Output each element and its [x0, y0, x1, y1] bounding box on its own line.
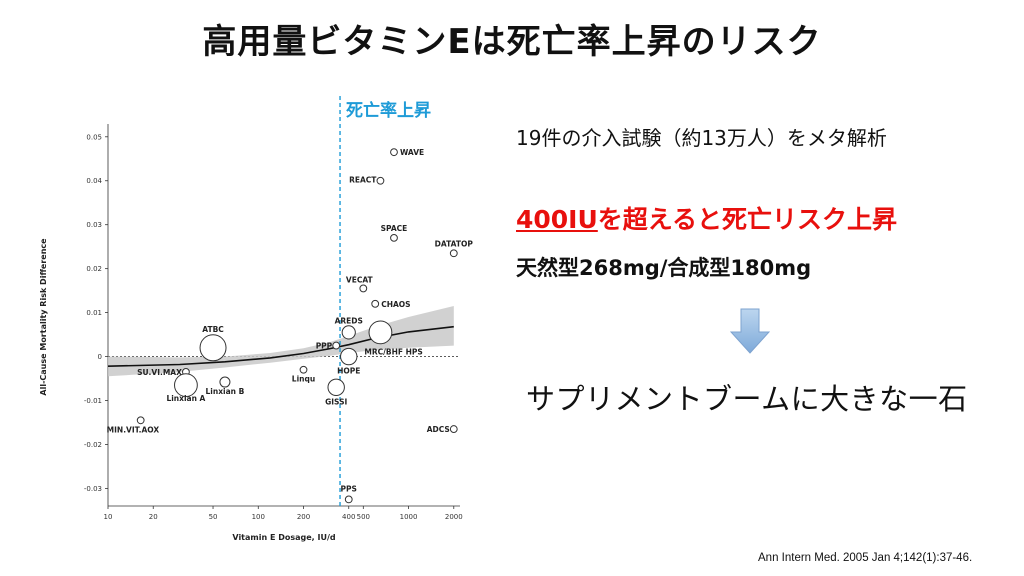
x-tick-label: 1000	[400, 513, 418, 521]
data-point-label: SU.VI.MAX	[137, 368, 182, 377]
x-tick-label: 2000	[445, 513, 463, 521]
data-point	[199, 334, 227, 362]
data-point	[327, 378, 345, 397]
data-point	[174, 373, 198, 398]
data-point	[390, 148, 398, 157]
data-point-label: REACT	[349, 176, 377, 185]
data-point	[332, 341, 341, 350]
y-tick-label: -0.03	[84, 485, 102, 493]
data-point-label: CHAOS	[381, 300, 410, 309]
vitamin-types-text: 天然型268mg/合成型180mg	[516, 256, 812, 280]
data-point	[359, 284, 368, 293]
data-point	[219, 376, 231, 388]
citation: Ann Intern Med. 2005 Jan 4;142(1):37-46.	[758, 552, 973, 564]
data-point-label: ATBC	[202, 325, 224, 334]
y-tick-label: 0.04	[86, 177, 102, 185]
x-tick-label: 500	[357, 513, 370, 521]
data-point-label: Linxian A	[166, 394, 205, 403]
x-axis-title: Vitamin E Dosage, IU/d	[232, 533, 335, 542]
y-tick-label: 0.03	[86, 221, 102, 229]
page-title: 高用量ビタミンEは死亡率上昇のリスク	[202, 22, 822, 62]
y-tick-label: 0.02	[86, 265, 102, 273]
data-point	[344, 495, 353, 504]
confidence-band	[108, 306, 454, 377]
highlight-rest: を超えると死亡リスク上昇	[597, 205, 898, 234]
y-tick-label: -0.02	[84, 441, 102, 449]
data-point-label: HOPE	[337, 367, 360, 376]
data-point	[390, 233, 398, 242]
x-tick-label: 100	[252, 513, 265, 521]
data-point-label: SPACE	[381, 224, 408, 233]
data-point	[368, 320, 393, 345]
data-point	[340, 347, 358, 366]
data-point-label: PPS	[341, 484, 357, 493]
y-axis-title: All-Cause Mortality Risk Difference	[39, 238, 48, 396]
data-point-label: ADCS	[427, 425, 450, 434]
x-tick-label: 200	[297, 513, 310, 521]
down-arrow-icon	[730, 308, 770, 354]
data-point	[449, 425, 458, 433]
data-point-label: Linxian B	[206, 387, 245, 396]
y-tick-label: 0.05	[86, 133, 102, 141]
data-point-label: PPP	[316, 342, 333, 351]
data-point-label: Linqu	[292, 375, 315, 384]
data-point-label: MRC/BHF HPS	[364, 347, 422, 356]
data-point-label: DATATOP	[435, 239, 474, 248]
conclusion-text: サプリメントブームに大きな一石	[526, 382, 968, 416]
highlight-threshold: 400IU	[516, 205, 598, 234]
x-tick-label: 50	[209, 513, 218, 521]
y-tick-label: -0.01	[84, 397, 102, 405]
data-point-label: WAVE	[400, 148, 424, 157]
meta-analysis-chart: 0.05 0.04 0.03 0.02 0.01 0 -0.01 -0.02 -0.03 10 20…	[39, 96, 474, 542]
data-point	[299, 365, 308, 374]
data-point	[371, 299, 380, 308]
data-point	[449, 249, 458, 258]
highlight-text: 400IUを超えると死亡リスク上昇	[516, 200, 897, 236]
x-tick-label: 20	[149, 513, 158, 521]
x-tick-label: 400	[342, 513, 355, 521]
summary-text: 19件の介入試験（約13万人）をメタ解析	[516, 126, 887, 150]
y-tick-label: 0	[98, 353, 102, 361]
x-tick-label: 10	[104, 513, 113, 521]
threshold-marker-label: 死亡率上昇	[346, 100, 431, 121]
data-point	[136, 416, 145, 425]
data-point-label: AREDS	[335, 316, 363, 325]
y-tick-label: 0.01	[86, 309, 102, 317]
data-point-label: VECAT	[346, 275, 374, 284]
data-point-label: MIN.VIT.AOX	[107, 425, 160, 434]
data-point-label: GISSI	[325, 397, 347, 406]
data-point	[376, 176, 385, 185]
data-point	[341, 325, 356, 340]
